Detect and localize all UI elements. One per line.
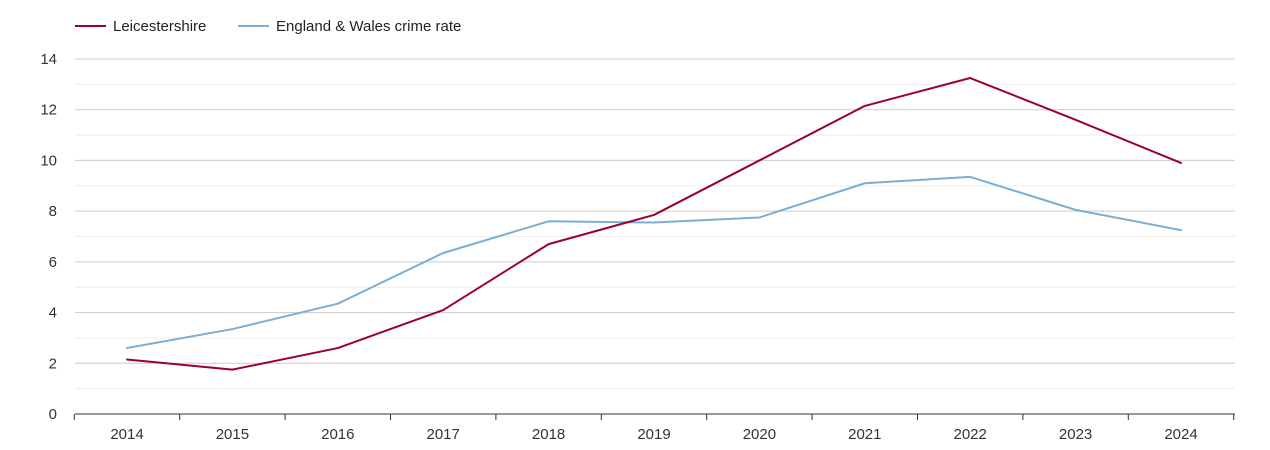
x-tick-label: 2022 [954,426,987,443]
y-tick-label: 4 [49,305,57,322]
x-tick-label: 2016 [321,426,354,443]
y-tick-label: 6 [49,254,57,271]
series-line-leicestershire[interactable] [126,77,1182,371]
x-tick-label: 2021 [848,426,881,443]
x-tick-label: 2018 [532,426,565,443]
series-line-england-wales-crime-rate[interactable] [126,175,1182,350]
x-tick-label: 2020 [743,426,776,443]
x-axis: 2014 2015 2016 2017 2018 2019 2020 2021 2022 2023… [73,413,1235,443]
legend-label-leicestershire: Leicestershire [113,18,206,35]
x-tick-label: 2015 [216,426,249,443]
y-tick-label: 8 [49,203,57,220]
legend: Leicestershire England & Wales crime rat… [75,18,461,35]
legend-item-england-wales[interactable]: England & Wales crime rate [238,18,461,35]
y-tick-label: 10 [40,152,57,169]
gridlines [75,58,1235,390]
legend-item-leicestershire[interactable]: Leicestershire [75,18,206,35]
x-tick-label: 2023 [1059,426,1092,443]
legend-label-england-wales: England & Wales crime rate [276,18,461,35]
y-tick-label: 12 [40,102,57,119]
x-tick-label: 2024 [1164,426,1197,443]
plot-area [126,77,1182,371]
y-tick-label: 2 [49,355,57,372]
y-tick-label: 14 [40,51,57,68]
y-axis: 0 2 4 6 8 10 12 14 [40,51,57,423]
x-tick-label: 2017 [427,426,460,443]
x-tick-label: 2019 [637,426,670,443]
y-tick-label: 0 [49,406,57,423]
x-tick-label: 2014 [110,426,143,443]
